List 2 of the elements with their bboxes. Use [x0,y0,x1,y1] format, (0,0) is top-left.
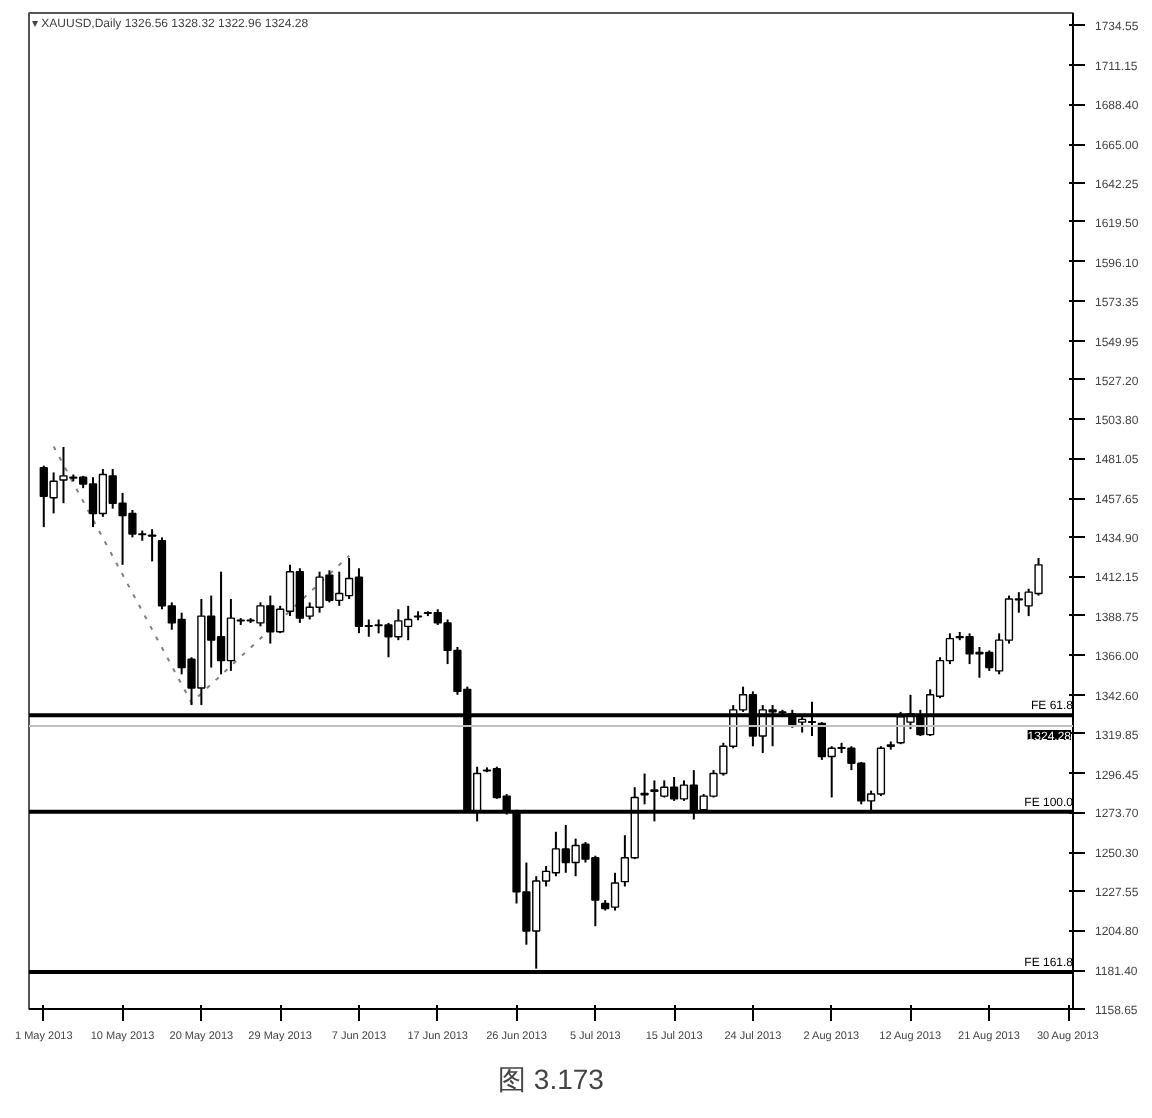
caption: 图 3.173 [498,1063,605,1095]
candlestick [147,528,157,563]
